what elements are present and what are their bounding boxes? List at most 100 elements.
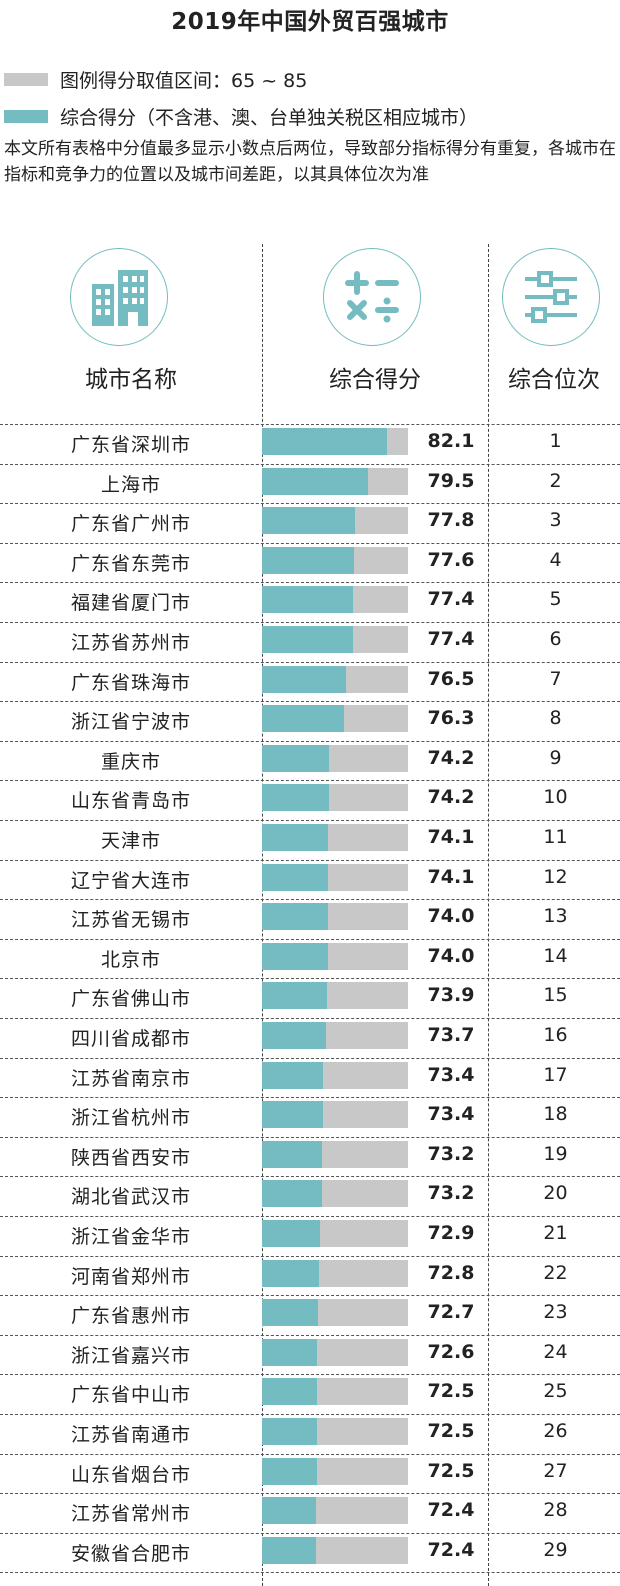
rank-value: 7	[549, 667, 562, 690]
row-divider	[0, 780, 620, 782]
score-value: 74.1	[427, 826, 475, 848]
row-divider	[0, 1295, 620, 1297]
city-label: 福建省厦门市	[70, 592, 191, 615]
row-divider	[0, 463, 620, 465]
score-value: 73.2	[427, 1142, 475, 1165]
math-operators-icon	[345, 271, 399, 323]
row-divider	[0, 1057, 620, 1059]
rank-value: 24	[543, 1340, 568, 1363]
score-value: 77.8	[427, 509, 475, 532]
column-divider-right	[488, 244, 489, 1586]
legend-gray-row: 图例得分取值区间：65 ~ 85	[4, 66, 307, 93]
footnote: 本文所有表格中分值最多显示小数点后两位，导致部分指标得分有重复，各城市在指标和竞…	[4, 139, 616, 185]
city-label: 江苏省常州市	[70, 1503, 191, 1526]
row-divider	[0, 1334, 620, 1336]
score-value: 73.7	[427, 1024, 475, 1046]
rank-value: 5	[549, 588, 562, 611]
score-value: 76.3	[427, 707, 475, 730]
city-label: 湖北省武汉市	[70, 1186, 191, 1209]
city-label: 浙江省金华市	[70, 1226, 191, 1248]
city-label: 山东省烟台市	[70, 1463, 191, 1486]
rank-value: 1	[549, 430, 562, 452]
city-label: 天津市	[100, 830, 161, 852]
score-bar	[262, 1259, 319, 1287]
city-label: 四川省成都市	[70, 1028, 191, 1050]
score-value: 72.4	[427, 1538, 475, 1561]
score-value: 79.5	[427, 469, 475, 492]
legend-teal-swatch	[4, 110, 48, 123]
score-bar	[262, 1101, 324, 1129]
city-label: 广东省中山市	[70, 1384, 191, 1407]
rank-value: 20	[543, 1182, 568, 1205]
score-value: 76.5	[427, 667, 475, 690]
rank-value: 29	[543, 1538, 568, 1561]
score-value: 72.5	[427, 1459, 475, 1482]
score-value: 82.1	[427, 430, 475, 452]
city-label: 广东省珠海市	[70, 671, 191, 694]
row-divider	[0, 1176, 620, 1178]
legend-teal-label: 综合得分（不含港、澳、台单独关税区相应城市）	[60, 107, 479, 129]
rank-value: 25	[543, 1380, 568, 1403]
city-label: 广东省佛山市	[70, 988, 191, 1011]
score-bar	[262, 1220, 320, 1247]
city-label: 辽宁省大连市	[70, 869, 191, 892]
row-divider	[0, 1136, 620, 1138]
row-divider	[0, 1018, 620, 1019]
score-bar	[262, 744, 330, 772]
row-divider	[0, 1453, 620, 1455]
score-bar	[262, 1022, 326, 1049]
score-bar	[262, 863, 329, 891]
legend-teal-row: 综合得分（不含港、澳、台单独关税区相应城市）	[4, 103, 478, 130]
row-divider	[0, 820, 620, 821]
row-divider	[0, 424, 620, 425]
row-divider	[0, 899, 620, 901]
score-bar	[262, 1418, 317, 1445]
rank-value: 8	[549, 707, 562, 730]
row-divider	[0, 542, 620, 544]
score-bar	[262, 982, 327, 1010]
score-bar	[262, 942, 328, 970]
city-label: 浙江省杭州市	[70, 1107, 191, 1130]
score-bar	[262, 665, 346, 693]
rank-value: 22	[543, 1261, 568, 1284]
score-value: 72.4	[427, 1499, 475, 1522]
score-value: 74.0	[427, 944, 475, 967]
rank-value: 3	[549, 509, 562, 532]
building-icon-circle	[70, 248, 168, 346]
chart-title: 2019年中国外贸百强城市	[171, 9, 449, 35]
rank-value: 6	[549, 628, 562, 650]
row-divider	[0, 938, 620, 940]
rank-value: 14	[543, 944, 568, 967]
row-divider	[0, 859, 620, 861]
rank-value: 11	[543, 826, 568, 848]
rank-value: 9	[549, 746, 562, 769]
city-label: 江苏省南京市	[70, 1067, 191, 1090]
score-value: 72.7	[427, 1301, 475, 1324]
score-value: 77.4	[427, 628, 475, 650]
city-label: 安徽省合肥市	[70, 1542, 191, 1565]
score-bar	[262, 546, 354, 574]
score-bar	[262, 705, 345, 733]
rank-value: 16	[543, 1024, 568, 1046]
score-value: 73.2	[427, 1182, 475, 1205]
sliders-icon-circle	[502, 248, 600, 346]
city-label: 广东省惠州市	[70, 1305, 191, 1328]
city-label: 江苏省无锡市	[70, 909, 191, 932]
rank-value: 13	[543, 905, 568, 928]
city-label: 广东省深圳市	[70, 434, 191, 456]
city-label: 江苏省南通市	[70, 1424, 191, 1446]
city-label: 重庆市	[100, 750, 161, 773]
score-value: 73.4	[427, 1103, 475, 1126]
rank-value: 12	[543, 865, 568, 888]
row-divider	[0, 978, 620, 980]
building-icon	[92, 270, 148, 326]
score-bar	[262, 903, 328, 931]
legend-gray-swatch	[4, 73, 48, 86]
score-bar	[262, 626, 353, 653]
city-label: 上海市	[100, 473, 161, 496]
score-value: 73.9	[427, 984, 475, 1007]
score-bar	[262, 586, 353, 614]
score-bar	[262, 1299, 319, 1327]
score-value: 77.6	[427, 548, 475, 571]
city-label: 河南省郑州市	[70, 1265, 191, 1288]
